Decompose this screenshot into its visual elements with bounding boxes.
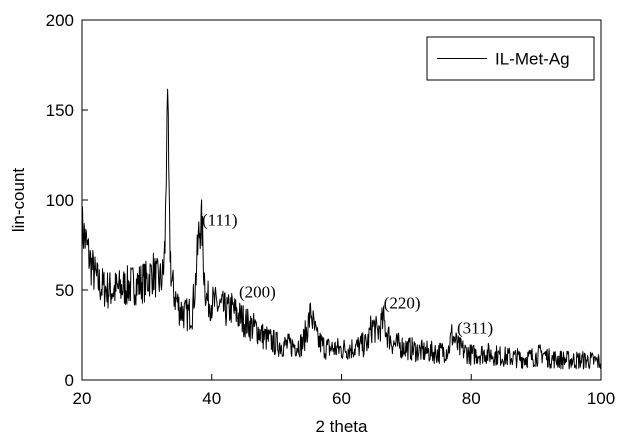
y-tick-label: 100 bbox=[46, 191, 74, 210]
peak-annotation: (311) bbox=[457, 319, 493, 338]
y-tick-label: 150 bbox=[46, 101, 74, 120]
y-tick-label: 50 bbox=[55, 281, 74, 300]
legend-label: IL-Met-Ag bbox=[495, 50, 570, 69]
peak-annotation: (200) bbox=[239, 283, 276, 302]
y-tick-label: 0 bbox=[65, 371, 74, 390]
plot-frame bbox=[81, 19, 602, 381]
peak-annotations: (111) (200) (220) (311) bbox=[202, 211, 493, 338]
x-tick-label: 60 bbox=[332, 389, 351, 408]
y-tick-label: 200 bbox=[46, 11, 74, 30]
x-tick-label: 20 bbox=[73, 389, 92, 408]
legend: IL-Met-Ag bbox=[426, 36, 595, 81]
y-axis-label: lin-count bbox=[9, 168, 28, 233]
series-line-il-met-ag bbox=[81, 88, 602, 370]
x-axis-ticks: 20 40 60 80 100 bbox=[73, 374, 615, 408]
peak-annotation: (111) bbox=[202, 211, 238, 230]
x-axis-label: 2 theta bbox=[316, 417, 369, 436]
x-tick-label: 80 bbox=[462, 389, 481, 408]
y-axis-ticks: 0 50 100 150 200 bbox=[46, 11, 88, 390]
peak-annotation: (220) bbox=[384, 293, 421, 312]
plot-area bbox=[81, 19, 602, 381]
x-tick-label: 40 bbox=[202, 389, 221, 408]
x-tick-label: 100 bbox=[587, 389, 615, 408]
